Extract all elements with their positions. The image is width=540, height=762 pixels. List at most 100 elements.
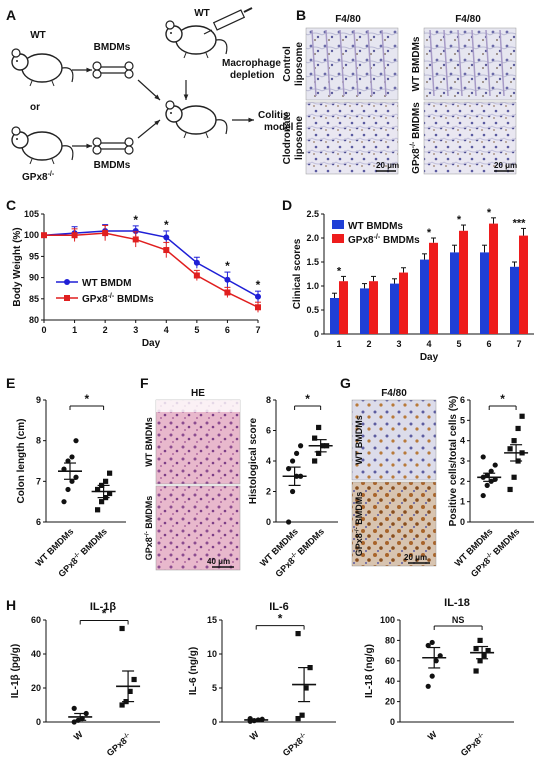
g-img-wt (351, 399, 437, 481)
d-y-tick-label: 0.5 (306, 305, 319, 315)
c-point (224, 289, 231, 296)
d-bar (510, 266, 519, 334)
g-y-tick-label: 2 (460, 476, 465, 486)
g-point (488, 468, 494, 474)
c-y-tick-label: 90 (29, 273, 39, 283)
f-y-tick-label: 6 (266, 426, 271, 436)
c-ylabel: Body Weight (%) (12, 227, 23, 306)
h3-point (429, 639, 435, 646)
f-point (290, 458, 296, 464)
h2-y-tick-label: 0 (212, 717, 217, 727)
h3-cat-ko: GPx8-/- (458, 731, 487, 758)
g-point (519, 413, 525, 419)
h1-point (127, 688, 133, 694)
h2-cat-ko: GPx8-/- (280, 731, 309, 758)
mouse-gpx8-icon (11, 126, 74, 165)
label-or: or (30, 102, 40, 113)
arrow-wt-to-bmdm-icon (72, 67, 92, 73)
g-point (511, 438, 517, 444)
f-img-ko (155, 485, 241, 571)
b-row2-left-1: Clodronate (282, 111, 293, 164)
h3-sig-label: NS (452, 615, 465, 625)
d-bar (330, 298, 339, 334)
g-point (511, 474, 517, 480)
label-wt-left: WT (30, 30, 46, 41)
c-xlabel: Day (142, 338, 161, 349)
label-colitis: Colitis (258, 110, 289, 121)
c-sig-star: * (225, 259, 230, 273)
d-ylabel: Clinical scores (292, 238, 303, 309)
h1-y-tick-label: 40 (31, 649, 41, 659)
c-x-tick-label: 4 (164, 325, 169, 335)
c-point (163, 247, 170, 254)
f-row1: WT BMDMs (144, 417, 154, 467)
d-bar (339, 281, 348, 334)
c-x-tick-label: 6 (225, 325, 230, 335)
g-ylabel: Positive cells/total cells (%) (448, 396, 459, 527)
d-legend-ko: GPx8-/- BMDMs (348, 234, 420, 246)
h1-title: IL-1β (90, 601, 117, 613)
syringe-icon (203, 7, 253, 35)
panel-label-a: A (6, 7, 16, 23)
b-col-left: F4/80 (335, 14, 361, 25)
f-point (312, 458, 318, 464)
g-row2: GPx8-/- BMDMs (353, 492, 364, 556)
d-bar (390, 283, 399, 334)
c-x-tick-label: 3 (133, 325, 138, 335)
panel-label-b: B (296, 7, 306, 23)
bone-bottom-icon (92, 137, 134, 155)
d-bar (420, 259, 429, 334)
b-crypt-line (471, 29, 477, 97)
f-img-wt (155, 399, 241, 485)
c-x-tick-label: 7 (255, 325, 260, 335)
e-point (95, 486, 101, 493)
g-cat-ko: GPx8-/- BMDMs (468, 526, 521, 579)
g-point (515, 425, 521, 432)
g-y-tick-label: 1 (460, 497, 465, 507)
h2-cat-wt: W (248, 729, 261, 742)
f-y-tick-label: 4 (266, 456, 271, 466)
e-point (73, 438, 79, 444)
d-bar (459, 230, 468, 334)
c-sig-star: * (133, 213, 138, 227)
d-y-tick-label: 1.0 (306, 281, 319, 291)
h3-point (425, 642, 431, 649)
g-point (492, 462, 498, 468)
h3-point (433, 658, 439, 664)
c-x-tick-label: 5 (194, 325, 199, 335)
mouse-colitis-icon (165, 100, 228, 139)
d-x-tick-label: 5 (456, 339, 461, 349)
h3-y-tick-label: 60 (385, 656, 395, 666)
h3-y-tick-label: 100 (380, 615, 395, 625)
h3-point (485, 648, 491, 654)
h3-point (473, 645, 479, 652)
d-y-tick-label: 1.5 (306, 257, 319, 267)
panel-label-c: C (6, 197, 16, 213)
f-point (290, 488, 296, 495)
b-scale1: 20 μm (376, 161, 399, 170)
label-depletion: depletion (230, 70, 274, 81)
g-title: F4/80 (381, 388, 407, 399)
b-row2-right: GPx8-/- BMDMs (410, 102, 422, 174)
c-series-line-1 (44, 232, 259, 308)
e-point (73, 474, 79, 480)
f-y-tick-label: 2 (266, 487, 271, 497)
h1-y-tick-label: 0 (36, 717, 41, 727)
h1-y-tick-label: 60 (31, 615, 41, 625)
b-crypt-line (339, 29, 345, 97)
panel-label-g: G (340, 375, 351, 391)
h2-point (299, 712, 305, 718)
f-row2: GPx8-/- BMDMs (143, 496, 154, 560)
g-y-tick-label: 0 (460, 517, 465, 527)
h2-point (303, 685, 309, 691)
label-bmdms-bottom: BMDMs (94, 160, 131, 171)
e-y-tick-label: 8 (36, 436, 41, 446)
label-macrophage: Macrophage (222, 58, 281, 69)
arrow-bottom-bmdm-icon (137, 119, 161, 139)
c-series-line-0 (43, 230, 259, 298)
h3-point (425, 683, 431, 689)
g-sig-label: * (500, 392, 505, 406)
e-point (69, 478, 75, 484)
g-scale: 20 μm (404, 553, 427, 562)
e-point (65, 458, 71, 464)
